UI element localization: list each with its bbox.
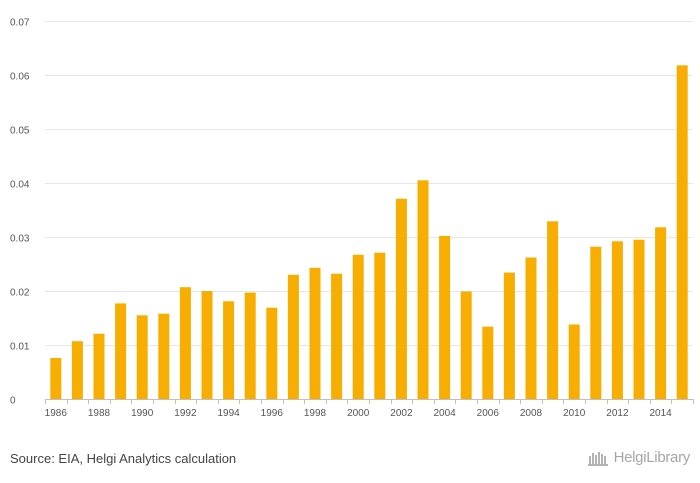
y-tick-label: 0.01: [10, 342, 30, 353]
bar-2011: [590, 246, 602, 399]
bar-2014: [655, 227, 667, 399]
x-tick-label: 2006: [477, 408, 500, 419]
bar-2012: [611, 241, 623, 399]
bar-1998: [309, 267, 321, 399]
bar-2005: [460, 291, 472, 399]
bar-1987: [71, 341, 83, 399]
bar-1999: [331, 273, 343, 399]
x-tick-label: 2010: [563, 408, 586, 419]
x-tick-label: 2004: [433, 408, 456, 419]
bar-2007: [503, 272, 515, 399]
bar-2003: [417, 180, 429, 399]
brand-name: HelgiLibrary: [613, 449, 691, 466]
x-tick-label: 2014: [649, 408, 672, 419]
x-tick-label: 1992: [174, 408, 197, 419]
bar-1997: [287, 274, 299, 399]
x-tick-label: 2008: [520, 408, 543, 419]
x-tick-label: 1990: [131, 408, 154, 419]
y-tick-label: 0.05: [10, 126, 30, 137]
y-tick-label: 0.07: [10, 18, 30, 29]
y-tick-label: 0: [10, 396, 16, 407]
bar-1986: [50, 358, 62, 399]
bar-2013: [633, 239, 645, 399]
bar-2010: [568, 324, 580, 399]
bar-1995: [244, 292, 256, 399]
bar-1994: [223, 301, 235, 399]
y-tick-label: 0.02: [10, 288, 30, 299]
bar-2008: [525, 257, 537, 399]
x-tick-label: 2000: [347, 408, 370, 419]
bar-1992: [179, 287, 191, 399]
bar-2004: [439, 235, 451, 399]
x-tick-label: 1986: [45, 408, 68, 419]
bar-1988: [93, 333, 105, 399]
bar-2009: [547, 221, 559, 399]
bar-2000: [352, 254, 364, 399]
y-tick-label: 0.06: [10, 72, 30, 83]
bar-2015: [676, 65, 688, 400]
bar-1990: [136, 315, 148, 399]
y-tick-label: 0.04: [10, 180, 30, 191]
brand-logo: HelgiLibrary: [587, 449, 691, 466]
bar-1991: [158, 313, 170, 399]
x-tick-label: 2012: [606, 408, 629, 419]
x-tick-label: 2002: [390, 408, 413, 419]
x-tick-label: 1988: [88, 408, 111, 419]
bar-2006: [482, 326, 494, 399]
bar-2002: [395, 198, 407, 399]
bar-2001: [374, 252, 386, 399]
bar-chart: 0 0.01 0.02 0.03 0.04 0.05 0.06 0.07 1986 1988 199…: [10, 18, 694, 419]
y-tick-label: 0.03: [10, 234, 30, 245]
bar-1989: [115, 303, 127, 399]
x-tick-label: 1996: [261, 408, 284, 419]
x-tick-label: 1998: [304, 408, 327, 419]
bar-1996: [266, 307, 278, 399]
x-tick-label: 1994: [217, 408, 240, 419]
bar-1993: [201, 291, 213, 399]
library-icon: [587, 451, 608, 466]
source-note: Source: EIA, Helgi Analytics calculation: [10, 451, 237, 466]
